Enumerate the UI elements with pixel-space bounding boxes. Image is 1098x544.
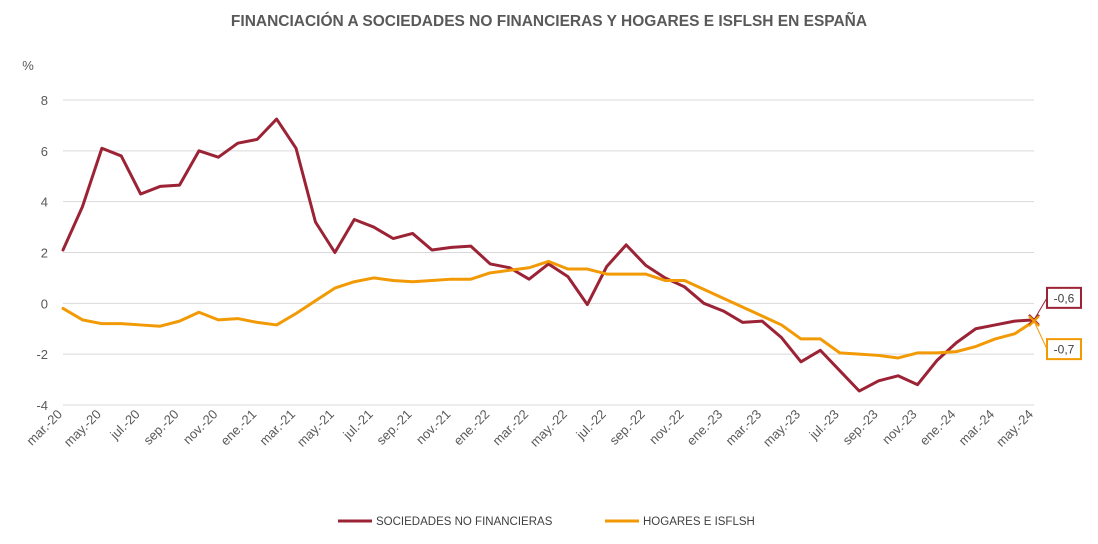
x-tick-label: nov.-20 xyxy=(180,407,221,448)
x-tick-label: jul.-20 xyxy=(106,407,142,443)
y-tick-label: -2 xyxy=(36,347,48,362)
y-tick-label: 0 xyxy=(41,296,48,311)
x-tick-label: jul.-23 xyxy=(806,407,842,443)
x-tick-label: jul.-21 xyxy=(339,407,375,443)
x-tick-label: nov.-21 xyxy=(413,407,454,448)
legend-label: HOGARES E ISFLSH xyxy=(643,516,755,528)
callout-box xyxy=(1046,286,1082,309)
x-tick-label: may.-20 xyxy=(61,407,104,450)
callout-leader-line xyxy=(1033,297,1048,321)
y-axis-ticks: 8 6 4 2 0 -2 -4 xyxy=(36,93,48,413)
x-tick-label: may.-21 xyxy=(294,407,337,450)
x-tick-label: sep.-21 xyxy=(373,407,414,448)
x-tick-label: ene.-23 xyxy=(684,407,726,449)
x-tick-label: may.-23 xyxy=(760,407,803,450)
x-tick-label: sep.-20 xyxy=(140,407,181,448)
y-tick-label: 2 xyxy=(41,246,48,261)
x-tick-label: jul.-22 xyxy=(573,407,609,443)
series-line-1 xyxy=(61,117,1036,393)
x-tick-label: may.-24 xyxy=(993,407,1036,450)
x-tick-label: ene.-22 xyxy=(451,407,493,449)
x-tick-label: ene.-24 xyxy=(917,407,959,449)
x-tick-label: mar.-21 xyxy=(256,407,298,449)
x-tick-label: nov.-22 xyxy=(646,407,687,448)
x-tick-label: mar.-22 xyxy=(489,407,531,449)
callout-box xyxy=(1046,338,1082,361)
legend: SOCIEDADES NO FINANCIERAS HOGARES E ISFLS… xyxy=(338,516,755,528)
series-lines xyxy=(61,117,1036,393)
y-tick-label: 4 xyxy=(41,195,48,210)
end-value-callouts: -0,6 -0,7 xyxy=(1028,286,1082,361)
legend-label: SOCIEDADES NO FINANCIERAS xyxy=(376,516,553,528)
x-tick-label: mar.-24 xyxy=(956,407,998,449)
x-tick-label: mar.-23 xyxy=(722,407,764,449)
y-tick-label: 6 xyxy=(41,144,48,159)
x-tick-label: may.-22 xyxy=(527,407,570,450)
chart-title: FINANCIACIÓN A SOCIEDADES NO FINANCIERAS… xyxy=(231,12,867,30)
y-tick-label: -4 xyxy=(36,398,48,413)
end-value-label: -0,6 xyxy=(1054,291,1075,305)
gridlines xyxy=(63,99,1034,406)
x-tick-label: sep.-22 xyxy=(606,407,647,448)
y-axis-unit-label: % xyxy=(22,58,34,73)
x-tick-label: sep.-23 xyxy=(839,407,880,448)
x-tick-label: ene.-21 xyxy=(218,407,260,449)
series-line-2 xyxy=(61,259,1036,360)
y-tick-label: 8 xyxy=(41,93,48,108)
end-value-label: -0,7 xyxy=(1054,343,1075,357)
callout-leader-line xyxy=(1033,320,1048,350)
x-tick-label: nov.-23 xyxy=(879,407,920,448)
